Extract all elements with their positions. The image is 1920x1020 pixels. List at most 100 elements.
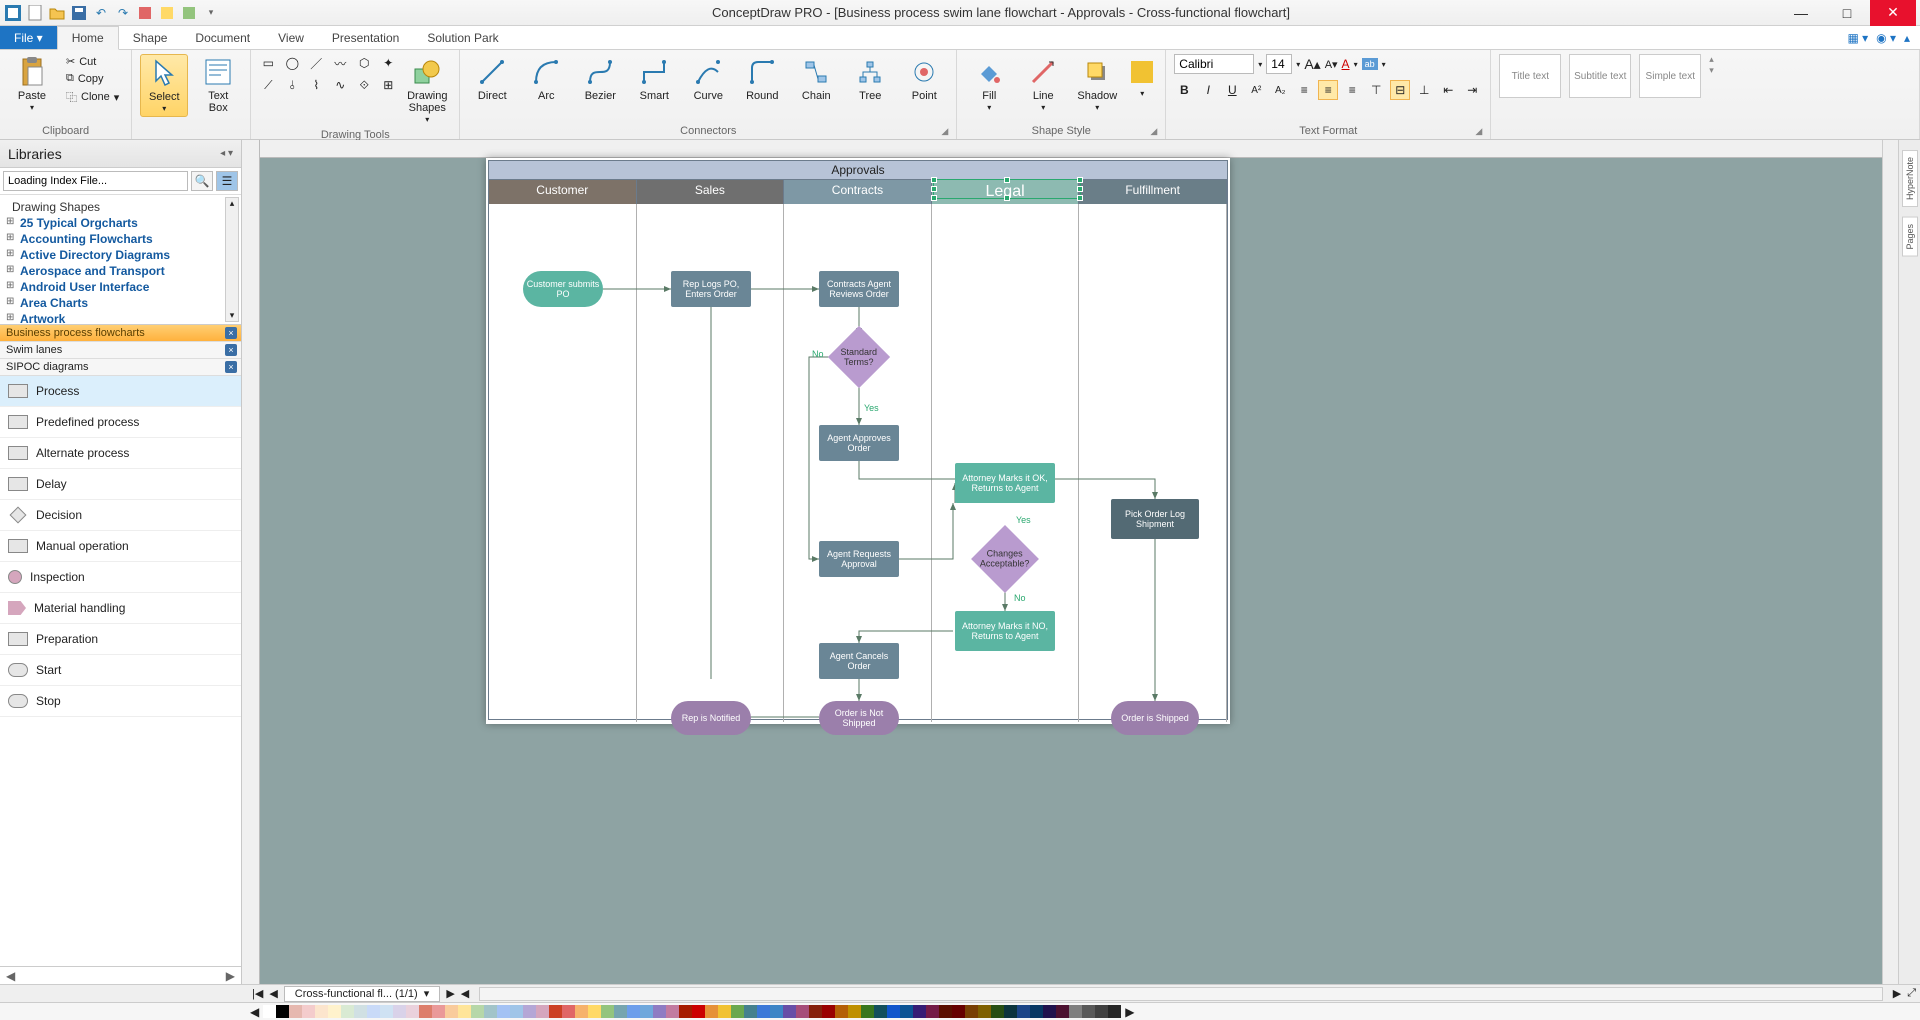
tree-node[interactable]: Area Charts bbox=[6, 295, 235, 311]
flow-proc[interactable]: Attorney Marks it OK, Returns to Agent bbox=[955, 463, 1055, 503]
hscrollbar[interactable] bbox=[479, 987, 1882, 1001]
tree-root[interactable]: Drawing Shapes bbox=[6, 199, 235, 215]
page-nav-prev[interactable]: ◀ bbox=[269, 987, 277, 1000]
flow-term[interactable]: Rep is Notified bbox=[671, 701, 751, 735]
tab-presentation[interactable]: Presentation bbox=[318, 26, 413, 49]
palette-swatch[interactable] bbox=[588, 1005, 601, 1018]
shape-list[interactable]: ProcessPredefined processAlternate proce… bbox=[0, 376, 241, 966]
palette-swatch[interactable] bbox=[419, 1005, 432, 1018]
collapse-ribbon-icon[interactable]: ▴ bbox=[1904, 31, 1910, 45]
palette-swatch[interactable] bbox=[770, 1005, 783, 1018]
palette-swatch[interactable] bbox=[874, 1005, 887, 1018]
lane-header[interactable]: Contracts bbox=[784, 180, 932, 204]
palette-swatch[interactable] bbox=[406, 1005, 419, 1018]
palette-swatch[interactable] bbox=[796, 1005, 809, 1018]
palette-swatch[interactable] bbox=[653, 1005, 666, 1018]
palette-swatch[interactable] bbox=[718, 1005, 731, 1018]
tree-node[interactable]: Aerospace and Transport bbox=[6, 263, 235, 279]
align-center-button[interactable]: ≡ bbox=[1318, 80, 1338, 100]
page-nav-first[interactable]: |◀ bbox=[252, 987, 263, 1000]
palette-swatch[interactable] bbox=[835, 1005, 848, 1018]
connector-chain[interactable]: Chain bbox=[792, 54, 840, 104]
palette-swatch[interactable] bbox=[393, 1005, 406, 1018]
lib-tab[interactable]: Business process flowcharts× bbox=[0, 325, 241, 342]
palette-swatch[interactable] bbox=[1043, 1005, 1056, 1018]
shape-item[interactable]: Manual operation bbox=[0, 531, 241, 562]
palette-swatch[interactable] bbox=[601, 1005, 614, 1018]
vscrollbar[interactable] bbox=[1882, 140, 1898, 984]
palette-swatch[interactable] bbox=[627, 1005, 640, 1018]
clone-button[interactable]: ⿻Clone ▾ bbox=[62, 88, 123, 106]
palette-swatch[interactable] bbox=[1082, 1005, 1095, 1018]
help-icon[interactable]: ◉ ▾ bbox=[1876, 31, 1896, 45]
qat-misc1-icon[interactable] bbox=[136, 4, 154, 22]
palette-swatch[interactable] bbox=[926, 1005, 939, 1018]
drawing-shapes-button[interactable]: Drawing Shapes▾ bbox=[403, 54, 451, 127]
flow-term[interactable]: Customer submits PO bbox=[523, 271, 603, 307]
shape-primitives[interactable]: ▭◯／〰⬡✦ bbox=[259, 54, 397, 72]
palette-swatch[interactable] bbox=[328, 1005, 341, 1018]
connector-round[interactable]: Round bbox=[738, 54, 786, 104]
page-nav-next[interactable]: ▶ bbox=[446, 987, 454, 1000]
connector-smart[interactable]: Smart bbox=[630, 54, 678, 104]
connector-curve[interactable]: Curve bbox=[684, 54, 732, 104]
qat-save-icon[interactable] bbox=[70, 4, 88, 22]
qat-misc3-icon[interactable] bbox=[180, 4, 198, 22]
close-icon[interactable]: × bbox=[225, 344, 237, 356]
selection-handles[interactable] bbox=[933, 179, 1081, 199]
palette-swatch[interactable] bbox=[562, 1005, 575, 1018]
qat-misc2-icon[interactable] bbox=[158, 4, 176, 22]
shadow-button[interactable]: Shadow▾ bbox=[1073, 54, 1121, 115]
tree-node[interactable]: Android User Interface bbox=[6, 279, 235, 295]
palette-swatch[interactable] bbox=[471, 1005, 484, 1018]
font-family-input[interactable] bbox=[1174, 54, 1254, 74]
palette-swatch[interactable] bbox=[848, 1005, 861, 1018]
palette-swatch[interactable] bbox=[432, 1005, 445, 1018]
page[interactable]: Approvals CustomerSalesContractsLegalFul… bbox=[486, 158, 1230, 724]
align-left-button[interactable]: ≡ bbox=[1294, 80, 1314, 100]
shape-item[interactable]: Preparation bbox=[0, 624, 241, 655]
palette-swatch[interactable] bbox=[705, 1005, 718, 1018]
lane-header[interactable]: Sales bbox=[637, 180, 785, 204]
grow-font-icon[interactable]: A▴ bbox=[1304, 56, 1320, 73]
qat-open-icon[interactable] bbox=[48, 4, 66, 22]
palette-swatch[interactable] bbox=[289, 1005, 302, 1018]
style-simple[interactable]: Simple text bbox=[1639, 54, 1701, 98]
shape-item[interactable]: Stop bbox=[0, 686, 241, 717]
hypernote-tab[interactable]: HyperNote bbox=[1902, 150, 1918, 207]
connector-tree[interactable]: Tree bbox=[846, 54, 894, 104]
flow-proc[interactable]: Contracts Agent Reviews Order bbox=[819, 271, 899, 307]
palette-swatch[interactable] bbox=[731, 1005, 744, 1018]
lane[interactable] bbox=[1079, 204, 1227, 722]
pages-tab[interactable]: Pages bbox=[1902, 217, 1918, 257]
flow-proc[interactable]: Pick Order Log Shipment bbox=[1111, 499, 1199, 539]
palette-swatch[interactable] bbox=[1017, 1005, 1030, 1018]
close-icon[interactable]: × bbox=[225, 327, 237, 339]
shape-item[interactable]: Inspection bbox=[0, 562, 241, 593]
palette-swatch[interactable] bbox=[900, 1005, 913, 1018]
palette-swatch[interactable] bbox=[744, 1005, 757, 1018]
palette-next[interactable]: ▶ bbox=[1121, 1005, 1138, 1019]
swim-title[interactable]: Approvals bbox=[489, 161, 1227, 180]
style-subtitle[interactable]: Subtitle text bbox=[1569, 54, 1631, 98]
search-mode-button[interactable]: ☰ bbox=[216, 171, 238, 191]
flow-proc[interactable]: Attorney Marks it NO, Returns to Agent bbox=[955, 611, 1055, 651]
flow-proc[interactable]: Agent Approves Order bbox=[819, 425, 899, 461]
tab-solutionpark[interactable]: Solution Park bbox=[413, 26, 512, 49]
align-bottom-button[interactable]: ⊥ bbox=[1414, 80, 1434, 100]
outdent-button[interactable]: ⇥ bbox=[1462, 80, 1482, 100]
flow-proc[interactable]: Agent Cancels Order bbox=[819, 643, 899, 679]
palette-swatch[interactable] bbox=[341, 1005, 354, 1018]
connector-bezier[interactable]: Bezier bbox=[576, 54, 624, 104]
qat-dropdown-icon[interactable]: ▾ bbox=[202, 4, 220, 22]
palette-swatch[interactable] bbox=[939, 1005, 952, 1018]
lane-header[interactable]: Customer bbox=[489, 180, 637, 204]
palette-swatch[interactable] bbox=[1095, 1005, 1108, 1018]
tree-node[interactable]: Artwork bbox=[6, 311, 235, 325]
palette-swatch[interactable] bbox=[1069, 1005, 1082, 1018]
flow-term[interactable]: Order is Shipped bbox=[1111, 701, 1199, 735]
superscript-button[interactable]: A² bbox=[1246, 80, 1266, 100]
connector-direct[interactable]: Direct bbox=[468, 54, 516, 104]
palette-swatch[interactable] bbox=[692, 1005, 705, 1018]
subscript-button[interactable]: A₂ bbox=[1270, 80, 1290, 100]
